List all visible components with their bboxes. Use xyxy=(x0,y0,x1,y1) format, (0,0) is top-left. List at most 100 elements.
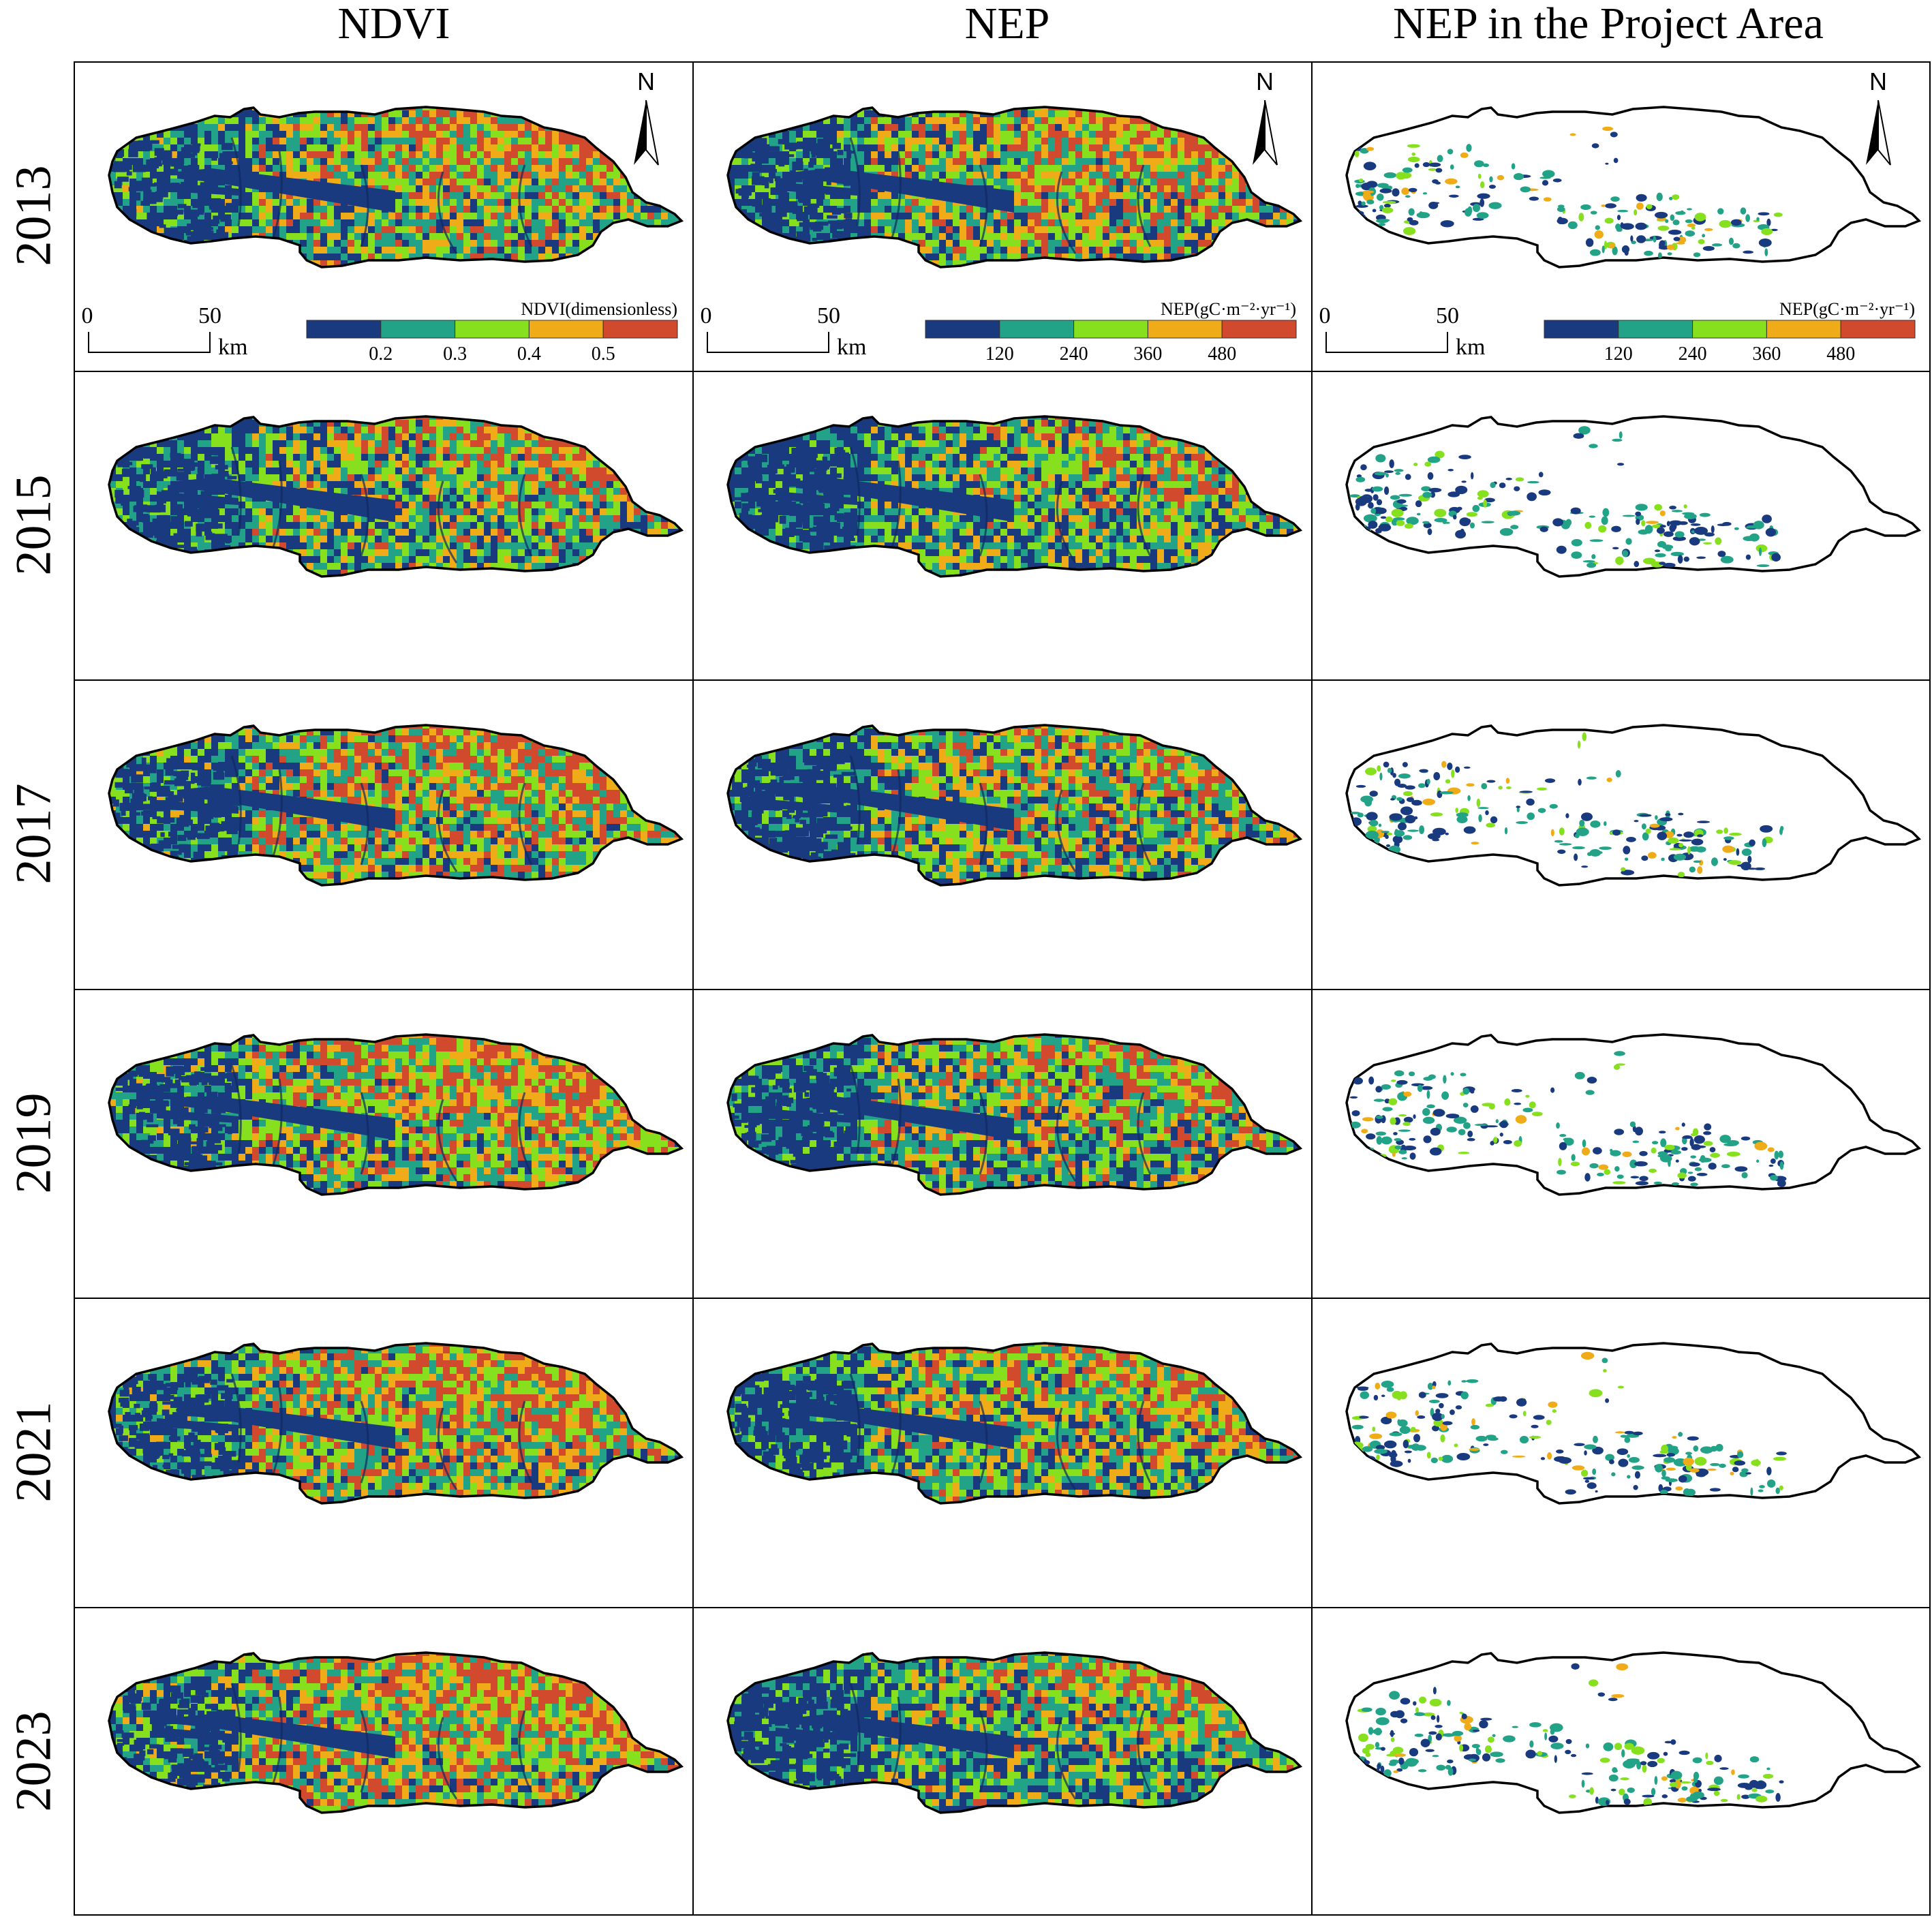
year-label: 2017 xyxy=(5,784,63,885)
map-svg: N 0 50 km NEP(gC·m⁻²·yr⁻¹) 120 240 360 480 xyxy=(1319,67,1922,365)
raster-layer xyxy=(109,725,681,885)
map-panel-project-2019 xyxy=(1313,990,1931,1299)
legend-swatch xyxy=(1221,320,1297,339)
scale-fifty: 50 xyxy=(198,303,221,328)
map-svg xyxy=(108,414,684,578)
scale-fifty: 50 xyxy=(1436,303,1459,328)
map-panel-ndvi-2023 xyxy=(75,1608,694,1916)
north-label: N xyxy=(1869,67,1887,95)
raster-layer xyxy=(728,416,1300,577)
legend-swatch xyxy=(528,320,604,339)
scale-zero: 0 xyxy=(1319,303,1331,328)
map-svg xyxy=(726,1651,1303,1814)
map-svg xyxy=(108,1032,684,1196)
color-legend: NEP(gC·m⁻²·yr⁻¹) 120 240 360 480 xyxy=(1544,299,1916,365)
scale-zero: 0 xyxy=(82,303,93,328)
map-panel-nep-2015 xyxy=(694,371,1313,681)
scale-bar: 0 50 km xyxy=(1319,303,1486,360)
scale-unit: km xyxy=(837,335,866,360)
map-grid: N 0 50 km NDVI(dimensionless) 0.2 0.3 0.4 0.5 N 0 5… xyxy=(74,61,1931,1916)
project-area-patches xyxy=(1350,732,1784,878)
legend-tick: 0.4 xyxy=(517,343,541,365)
map-panel-nep-2019 xyxy=(694,990,1313,1299)
row-label-2019: 2019 xyxy=(0,989,68,1298)
year-label: 2021 xyxy=(5,1402,63,1503)
year-label: 2013 xyxy=(5,166,63,266)
map-svg xyxy=(726,414,1303,578)
legend-swatch xyxy=(380,320,456,339)
map-svg xyxy=(726,1032,1303,1196)
legend-swatch xyxy=(999,320,1075,339)
raster-layer xyxy=(728,725,1300,885)
legend-title: NEP(gC·m⁻²·yr⁻¹) xyxy=(1161,299,1296,319)
legend-swatch xyxy=(455,320,530,339)
column-title-ndvi: NDVI xyxy=(87,0,701,55)
legend-tick: 0.3 xyxy=(443,343,467,365)
column-title-nep: NEP xyxy=(701,0,1314,55)
row-label-2017: 2017 xyxy=(0,679,68,989)
legend-title: NDVI(dimensionless) xyxy=(521,299,677,319)
north-arrow-icon: N xyxy=(1253,67,1278,166)
row-label-2013: 2013 xyxy=(0,61,68,371)
map-svg xyxy=(1345,1032,1922,1196)
legend-tick: 480 xyxy=(1208,343,1236,365)
raster-layer xyxy=(728,1652,1300,1813)
legend-swatch xyxy=(602,320,678,339)
map-svg xyxy=(108,1342,684,1505)
legend-swatch xyxy=(1073,320,1148,339)
map-svg: N 0 50 km NDVI(dimensionless) 0.2 0.3 0.4 0.5 xyxy=(82,67,684,365)
legend-tick: 240 xyxy=(1678,343,1707,365)
map-svg xyxy=(1345,1651,1922,1814)
legend-swatch xyxy=(1147,320,1223,339)
legend-swatch xyxy=(925,320,1000,339)
scale-fifty: 50 xyxy=(817,303,840,328)
raster-layer xyxy=(109,1652,681,1813)
legend-tick: 480 xyxy=(1826,343,1855,365)
map-svg xyxy=(108,724,684,887)
color-legend: NEP(gC·m⁻²·yr⁻¹) 120 240 360 480 xyxy=(925,299,1297,365)
map-panel-nep-2021 xyxy=(694,1299,1313,1608)
map-panel-project-2017 xyxy=(1313,681,1931,990)
raster-layer xyxy=(109,1343,681,1503)
map-svg xyxy=(726,1342,1303,1505)
map-panel-nep-2013: N 0 50 km NEP(gC·m⁻²·yr⁻¹) 120 240 360 480 xyxy=(694,63,1313,372)
legend-swatch xyxy=(1840,320,1916,339)
column-title-project: NEP in the Project Area xyxy=(1302,0,1915,55)
map-panel-ndvi-2015 xyxy=(75,371,694,681)
map-svg: N 0 50 km NEP(gC·m⁻²·yr⁻¹) 120 240 360 480 xyxy=(701,67,1303,365)
raster-layer xyxy=(109,416,681,577)
legend-tick: 120 xyxy=(985,343,1014,365)
legend-tick: 0.2 xyxy=(369,343,393,365)
north-label: N xyxy=(637,67,655,95)
year-label: 2015 xyxy=(5,474,63,575)
north-arrow-icon: N xyxy=(1866,67,1891,166)
legend-swatch xyxy=(1692,320,1767,339)
scale-unit: km xyxy=(1456,335,1485,360)
map-svg xyxy=(1345,724,1922,887)
map-panel-ndvi-2017 xyxy=(75,681,694,990)
legend-tick: 240 xyxy=(1060,343,1088,365)
raster-layer xyxy=(109,1034,681,1195)
scale-zero: 0 xyxy=(701,303,712,328)
legend-tick: 360 xyxy=(1752,343,1781,365)
scale-bar: 0 50 km xyxy=(701,303,867,360)
map-svg xyxy=(726,724,1303,887)
year-label: 2019 xyxy=(5,1092,63,1193)
project-area-patches xyxy=(1350,1351,1787,1497)
row-label-2021: 2021 xyxy=(0,1298,68,1607)
map-panel-nep-2023 xyxy=(694,1608,1313,1916)
legend-swatch xyxy=(1544,320,1619,339)
legend-title: NEP(gC·m⁻²·yr⁻¹) xyxy=(1779,299,1915,319)
map-svg xyxy=(1345,1342,1922,1505)
project-area-patches xyxy=(1349,1050,1787,1187)
raster-layer xyxy=(728,1034,1300,1195)
row-label-2015: 2015 xyxy=(0,371,68,680)
north-label: N xyxy=(1256,67,1274,95)
north-arrow-icon: N xyxy=(634,67,659,166)
color-legend: NDVI(dimensionless) 0.2 0.3 0.4 0.5 xyxy=(306,299,678,365)
map-panel-project-2023 xyxy=(1313,1608,1931,1916)
legend-tick: 360 xyxy=(1133,343,1162,365)
map-panel-project-2015 xyxy=(1313,371,1931,681)
map-svg xyxy=(1345,414,1922,578)
map-panel-project-2021 xyxy=(1313,1299,1931,1608)
